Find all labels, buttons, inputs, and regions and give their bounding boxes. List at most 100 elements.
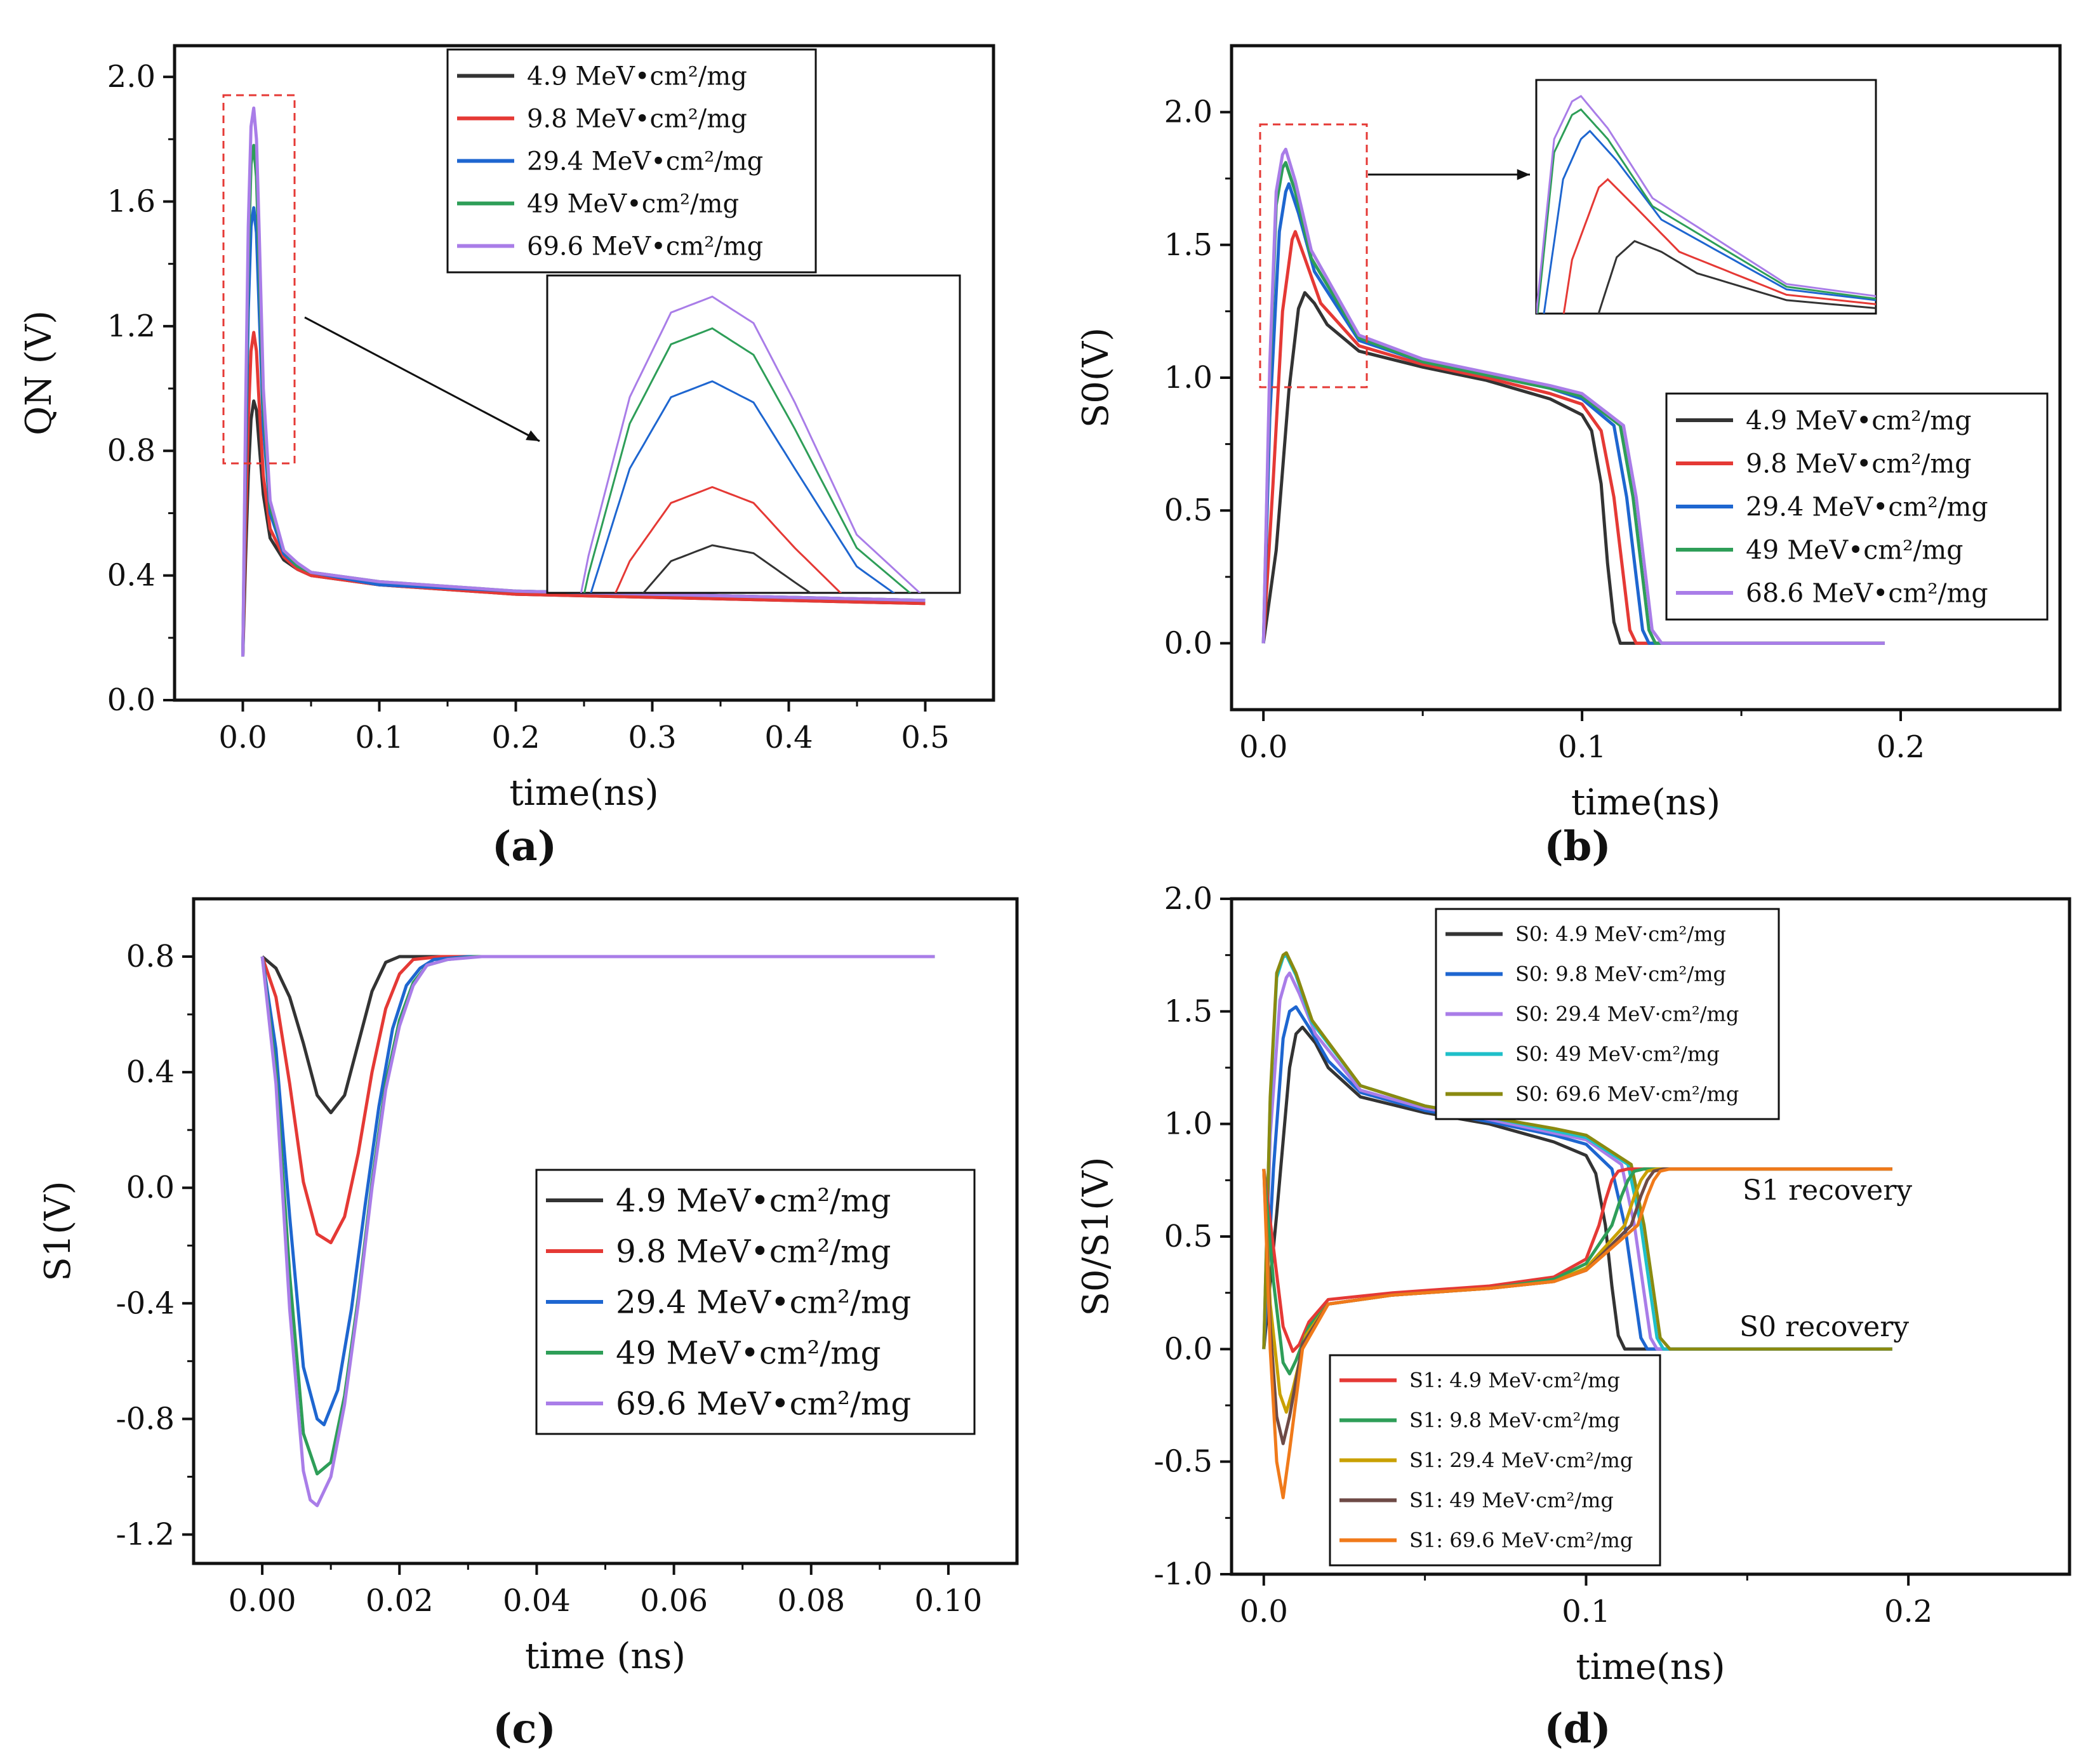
x-tick-label: 0.02 <box>366 1583 434 1619</box>
x-tick-label: 0.10 <box>914 1583 982 1619</box>
legend-label-1: S0: 4.9 MeV·cm²/mg <box>1515 922 1726 946</box>
x-tick-label: 0.3 <box>628 720 676 755</box>
caption-a: (a) <box>491 823 557 870</box>
series-group <box>1262 951 1892 1499</box>
series-line-10 <box>1262 1167 1892 1499</box>
chart-b: 0.0 0.1 0.2 0.0 0.5 1.0 1.5 2.0 time(ns) S0(V) 4.9… <box>1075 44 2062 823</box>
inset-line-5 <box>580 295 922 593</box>
legend-label-5: 69.6 MeV•cm²/mg <box>616 1386 911 1422</box>
y-tick-label: -0.4 <box>116 1285 175 1321</box>
series-line-2 <box>241 331 926 657</box>
series-line-5 <box>260 955 935 1508</box>
y-tick-label: 0.0 <box>1164 1331 1213 1367</box>
y-tick-label: 1.5 <box>1164 993 1213 1029</box>
x-axis-label: time(ns) <box>1571 782 1720 823</box>
inset-line-3 <box>590 380 896 593</box>
annotation-s0-recovery: S0 recovery <box>1739 1311 1909 1343</box>
caption-b: (b) <box>1544 823 1611 870</box>
x-axis-label: time(ns) <box>1576 1647 1725 1688</box>
zoom-arrow <box>304 316 540 442</box>
y-tick-label: 0.0 <box>126 1170 175 1205</box>
inset-line-4 <box>1536 108 1876 314</box>
legend: 4.9 MeV•cm²/mg 9.8 MeV•cm²/mg 29.4 MeV•cm²… <box>1665 392 2049 621</box>
legend-label-2: 9.8 MeV•cm²/mg <box>616 1233 891 1270</box>
inset-line-2 <box>1562 178 1876 314</box>
caption-c: (c) <box>493 1705 556 1753</box>
x-tick-label: 0.0 <box>218 720 267 755</box>
y-tick-label: 2.0 <box>1164 881 1213 917</box>
legend-label-3: 29.4 MeV•cm²/mg <box>527 147 763 176</box>
y-tick-label: 2.0 <box>1164 95 1213 130</box>
legend: 4.9 MeV•cm²/mg 9.8 MeV•cm²/mg 29.4 MeV•cm²… <box>446 48 817 274</box>
series-line-2 <box>1261 230 1885 645</box>
legend-label-3: 29.4 MeV•cm²/mg <box>1746 491 1988 522</box>
y-tick-label: 0.8 <box>126 939 175 974</box>
y-tick-label: 1.5 <box>1164 227 1213 263</box>
legend-box <box>535 1169 976 1435</box>
inset-a <box>222 94 961 594</box>
legend-label-2: 9.8 MeV•cm²/mg <box>527 105 747 134</box>
legend-label-10: S1: 69.6 MeV·cm²/mg <box>1409 1529 1633 1553</box>
x-tick-label: 0.4 <box>764 720 813 755</box>
series-line-1 <box>1261 291 1885 645</box>
x-tick-label: 0.0 <box>1240 1594 1288 1629</box>
y-tick-label: 0.0 <box>1164 625 1213 661</box>
series-group <box>1261 147 1885 645</box>
y-tick-label: 0.5 <box>1164 1219 1213 1254</box>
caption-d: (d) <box>1544 1705 1611 1753</box>
inset-line-1 <box>642 544 813 593</box>
y-tick-label: 0.8 <box>107 433 156 468</box>
zoom-arrow-head <box>1517 169 1530 180</box>
legend-label-7: S1: 9.8 MeV·cm²/mg <box>1409 1409 1620 1433</box>
inset-lines <box>1536 95 1876 314</box>
legend-label-5: 68.6 MeV•cm²/mg <box>1746 578 1988 608</box>
x-tick-label: 0.06 <box>640 1583 708 1619</box>
legend-label-6: S1: 4.9 MeV·cm²/mg <box>1409 1369 1620 1393</box>
x-tick-label: 0.5 <box>901 720 949 755</box>
zoom-source-box <box>1259 123 1368 388</box>
legend-label-4: S0: 49 MeV·cm²/mg <box>1515 1042 1720 1066</box>
legend-label-1: 4.9 MeV•cm²/mg <box>527 62 747 91</box>
y-tick-label: 1.2 <box>107 308 156 344</box>
y-tick-label: 1.0 <box>1164 360 1213 395</box>
y-tick-label: 1.0 <box>1164 1106 1213 1142</box>
y-tick-label: 0.0 <box>107 682 156 718</box>
x-tick-label: 0.08 <box>777 1583 845 1619</box>
legend-label-4: 49 MeV•cm²/mg <box>527 190 739 219</box>
legend-label-2: S0: 9.8 MeV·cm²/mg <box>1515 962 1726 986</box>
y-tick-label: -1.2 <box>116 1516 175 1552</box>
y-tick-label: 2.0 <box>107 59 156 95</box>
x-tick-label: 0.2 <box>1877 729 1925 765</box>
legend-label-3: 29.4 MeV•cm²/mg <box>616 1284 911 1321</box>
y-tick-label: 0.4 <box>126 1054 175 1090</box>
legend-label-8: S1: 29.4 MeV·cm²/mg <box>1409 1449 1633 1473</box>
inset-b <box>1259 79 1877 388</box>
series-group <box>260 955 935 1508</box>
legend-label-9: S1: 49 MeV·cm²/mg <box>1409 1489 1614 1513</box>
y-tick-label: 0.5 <box>1164 493 1213 528</box>
annotation-s1-recovery: S1 recovery <box>1743 1174 1912 1207</box>
inset-lines <box>580 295 922 593</box>
x-axis-label: time(ns) <box>509 773 658 814</box>
chart-d: 0.0 0.1 0.2 -1.0 -0.5 0.0 0.5 1.0 1.5 2.0 time(ns)… <box>1075 881 2071 1688</box>
inset-line-1 <box>1597 240 1876 314</box>
chart-c: 0.00 0.02 0.04 0.06 0.08 0.10 -1.2 -0.8 -0.4 0.0 0… <box>37 897 1019 1677</box>
zoom-arrow-head <box>526 430 540 441</box>
series-line-2 <box>260 955 935 1245</box>
x-tick-label: 0.00 <box>229 1583 296 1619</box>
legend: S1: 4.9 MeV·cm²/mg S1: 9.8 MeV·cm²/mg S1: … <box>1329 1354 1661 1567</box>
y-axis-label: S0(V) <box>1075 328 1117 428</box>
x-tick-label: 0.1 <box>355 720 403 755</box>
x-tick-label: 0.1 <box>1562 1594 1610 1629</box>
legend-label-5: S0: 69.6 MeV·cm²/mg <box>1515 1082 1739 1106</box>
y-tick-label: 0.4 <box>107 558 156 594</box>
legend-label-1: 4.9 MeV•cm²/mg <box>616 1183 891 1219</box>
y-axis-label: S1(V) <box>37 1181 79 1281</box>
y-tick-label: -0.5 <box>1153 1444 1213 1480</box>
series-line-6 <box>1262 1167 1892 1353</box>
x-tick-label: 0.0 <box>1239 729 1287 765</box>
y-tick-label: 1.6 <box>107 183 156 219</box>
inset-frame <box>1535 79 1877 315</box>
x-tick-label: 0.04 <box>503 1583 571 1619</box>
